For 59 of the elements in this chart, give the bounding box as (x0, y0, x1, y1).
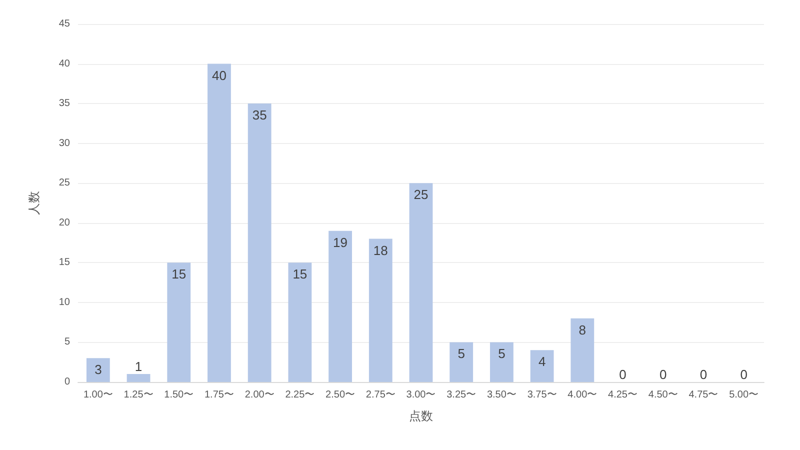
bar (288, 262, 312, 382)
x-tick-label: 4.00〜 (568, 390, 598, 400)
x-axis-title: 点数 (409, 409, 433, 423)
bar (86, 358, 110, 382)
x-tick-label: 3.50〜 (486, 390, 516, 400)
data-label: 0 (740, 367, 748, 382)
x-tick-label: 2.50〜 (326, 390, 356, 400)
x-tick-label: 1.25〜 (124, 390, 154, 400)
x-tick-label: 3.25〜 (446, 390, 476, 400)
bar (328, 230, 352, 382)
data-label: 5 (458, 346, 465, 362)
data-label: 5 (498, 346, 506, 362)
x-tick-label: 2.25〜 (285, 390, 315, 400)
data-label: 18 (373, 242, 388, 258)
data-label: 4 (538, 354, 546, 370)
data-label: 1 (134, 359, 142, 374)
x-tick-label: 1.75〜 (204, 390, 234, 400)
x-tick-label: 3.75〜 (527, 390, 557, 400)
x-tick-label: 2.00〜 (244, 390, 274, 400)
data-label: 8 (578, 322, 586, 338)
bar (530, 350, 554, 382)
bar (570, 318, 594, 382)
y-tick-label: 30 (58, 138, 70, 149)
data-label: 15 (172, 266, 186, 282)
x-tick-label: 1.00〜 (83, 390, 113, 400)
y-tick-label: 10 (58, 296, 70, 308)
data-label: 3 (94, 362, 102, 378)
bar (490, 342, 514, 382)
x-tick-label: 4.75〜 (688, 390, 718, 400)
bar (409, 183, 433, 382)
bar (208, 64, 231, 382)
y-tick-label: 20 (58, 217, 70, 228)
x-tick-label: 1.50〜 (164, 390, 194, 400)
data-label: 35 (252, 108, 267, 123)
data-label: 0 (700, 367, 708, 382)
data-label: 15 (292, 266, 308, 282)
data-label: 19 (333, 234, 348, 250)
bar (248, 104, 272, 382)
y-axis-title: 人数 (27, 191, 41, 215)
x-tick-label: 5.00〜 (729, 390, 759, 400)
bar (368, 238, 392, 382)
y-tick-label: 45 (58, 18, 70, 30)
y-tick-label: 25 (58, 178, 70, 189)
y-tick-label: 35 (58, 98, 70, 110)
y-tick-label: 5 (64, 336, 70, 348)
x-tick-label: 4.50〜 (648, 390, 678, 400)
x-tick-label: 4.25〜 (608, 390, 638, 400)
y-tick-label: 0 (64, 376, 70, 388)
bar (167, 262, 191, 382)
x-tick-label: 3.00〜 (406, 390, 436, 400)
data-label: 0 (660, 367, 667, 382)
y-tick-label: 15 (58, 257, 70, 268)
bar (450, 342, 474, 382)
data-label: 0 (619, 367, 626, 382)
x-tick-label: 2.75〜 (366, 390, 396, 400)
bar (126, 374, 150, 382)
data-label: 25 (414, 187, 428, 202)
data-label: 40 (212, 68, 226, 83)
y-tick-label: 40 (58, 58, 70, 70)
